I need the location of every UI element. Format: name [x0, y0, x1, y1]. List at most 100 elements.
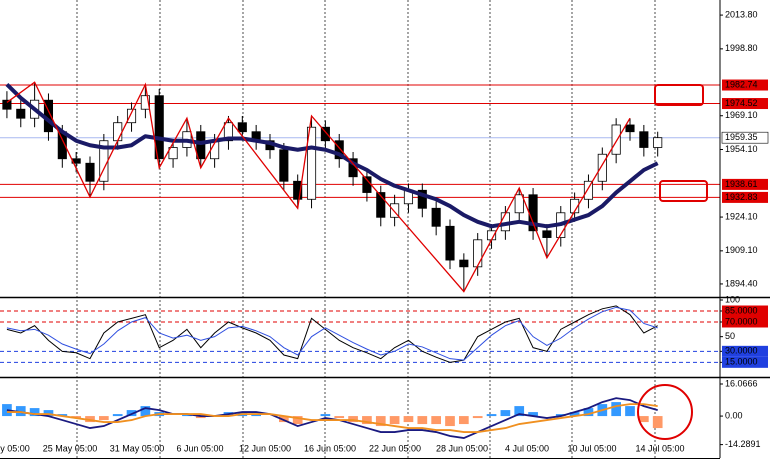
- candle-body: [445, 225, 455, 261]
- candle-body: [293, 180, 303, 200]
- x-tick-label: y 05:00: [0, 443, 30, 453]
- y-tick-label: 30.0000: [725, 346, 758, 356]
- candle-body: [570, 198, 580, 214]
- histogram-bar: [500, 410, 511, 417]
- candle-body: [334, 140, 344, 160]
- y-tick-label: 1954.10: [725, 144, 758, 154]
- candle-body: [390, 203, 400, 218]
- histogram-bar: [639, 416, 649, 423]
- candle-body: [237, 122, 247, 133]
- candle-body: [126, 108, 137, 124]
- histogram-bar: [292, 416, 303, 425]
- level-label-bg: [722, 178, 768, 190]
- candle-body: [417, 189, 427, 209]
- histogram-bar: [403, 416, 414, 423]
- candle-body: [514, 194, 524, 214]
- x-tick-label: 31 May 05:00: [110, 443, 165, 453]
- annotations: [637, 84, 708, 440]
- level-label: 1932.83: [725, 192, 758, 202]
- histogram-bar: [389, 416, 400, 425]
- candle-body: [376, 192, 386, 218]
- histogram-bar: [348, 416, 358, 423]
- candle-body: [542, 230, 552, 238]
- histogram-bar: [140, 406, 151, 417]
- y-tick-label: 70.0000: [725, 316, 758, 326]
- histogram-bar: [57, 414, 68, 417]
- candle-body: [625, 124, 635, 133]
- x-tick-label: 10 Jul 05:00: [567, 443, 616, 453]
- histogram-bar: [112, 414, 123, 417]
- candle-body: [85, 162, 95, 182]
- y-tick-label: -14.2891: [725, 439, 761, 449]
- histogram-bar: [29, 408, 40, 417]
- histogram-bar: [15, 406, 26, 417]
- plot-layer: [0, 81, 720, 439]
- histogram-bar: [195, 416, 206, 419]
- candle-body: [16, 108, 26, 119]
- y-tick-label: 1924.10: [725, 211, 758, 221]
- candle-body: [597, 153, 607, 182]
- candle-body: [473, 239, 483, 268]
- histogram-bar: [251, 414, 261, 417]
- y-tick-label: 15.0000: [725, 357, 758, 367]
- x-tick-label: 25 May 05:00: [43, 443, 98, 453]
- level-label: 1974.52: [725, 98, 758, 108]
- candle-body: [459, 259, 469, 268]
- level-label: 1938.61: [725, 179, 758, 189]
- candle-body: [611, 124, 621, 155]
- level-label-bg: [722, 79, 768, 91]
- level-label-bg: [721, 131, 769, 144]
- histogram-bar: [486, 414, 497, 417]
- y-tick-label-bg: [722, 316, 768, 328]
- histogram-bar: [417, 416, 428, 425]
- y-tick-label-bg: [722, 345, 768, 357]
- y-tick-label: 1969.10: [725, 110, 758, 120]
- histogram-bar: [279, 416, 289, 423]
- y-tick-label: 50: [725, 331, 735, 341]
- candle-body: [2, 99, 12, 110]
- histogram-bar: [625, 406, 635, 417]
- candle-body: [140, 95, 150, 110]
- level-label-bg: [722, 191, 768, 203]
- moving-average: [5, 83, 659, 229]
- week-separators: [76, 0, 656, 458]
- candle-body: [583, 180, 594, 200]
- histogram-bar: [611, 402, 621, 417]
- candle-body: [306, 126, 317, 200]
- histogram-bar: [2, 404, 12, 417]
- candle-body: [223, 122, 234, 142]
- indicator-line: [6, 305, 658, 363]
- candle-body: [431, 207, 441, 227]
- histogram-bar: [334, 416, 345, 419]
- zigzag: [6, 81, 631, 293]
- x-tick-label: 14 Jul 05:00: [635, 443, 684, 453]
- histogram-bar: [459, 416, 469, 425]
- histogram-bar: [472, 416, 483, 419]
- level-label: 1982.74: [725, 79, 758, 89]
- x-tick-label: 4 Jul 05:00: [505, 443, 549, 453]
- y-tick-label: 1894.40: [725, 278, 758, 288]
- histogram-bar: [652, 416, 663, 429]
- histogram-bar: [445, 416, 455, 427]
- y-tick-label: 2013.80: [725, 9, 758, 19]
- y-tick-label: 0.00: [725, 410, 743, 420]
- indicator-line: [6, 403, 658, 433]
- x-tick-label: 6 Jun 05:00: [176, 443, 223, 453]
- histogram-bar: [514, 406, 525, 417]
- indicator-line: [6, 306, 658, 361]
- histogram-bar: [362, 416, 372, 425]
- histogram-bar: [126, 410, 137, 417]
- histogram-bar: [555, 414, 566, 417]
- x-tick-label: 12 Jun 05:00: [239, 443, 291, 453]
- histogram-bar: [583, 408, 594, 417]
- candle-body: [196, 131, 206, 160]
- y-tick-label: 16.0666: [725, 378, 758, 388]
- level-label-bg: [722, 98, 768, 110]
- candle-body: [113, 122, 123, 142]
- histogram-bar: [71, 416, 81, 419]
- x-tick-label: 16 Jun 05:00: [304, 443, 356, 453]
